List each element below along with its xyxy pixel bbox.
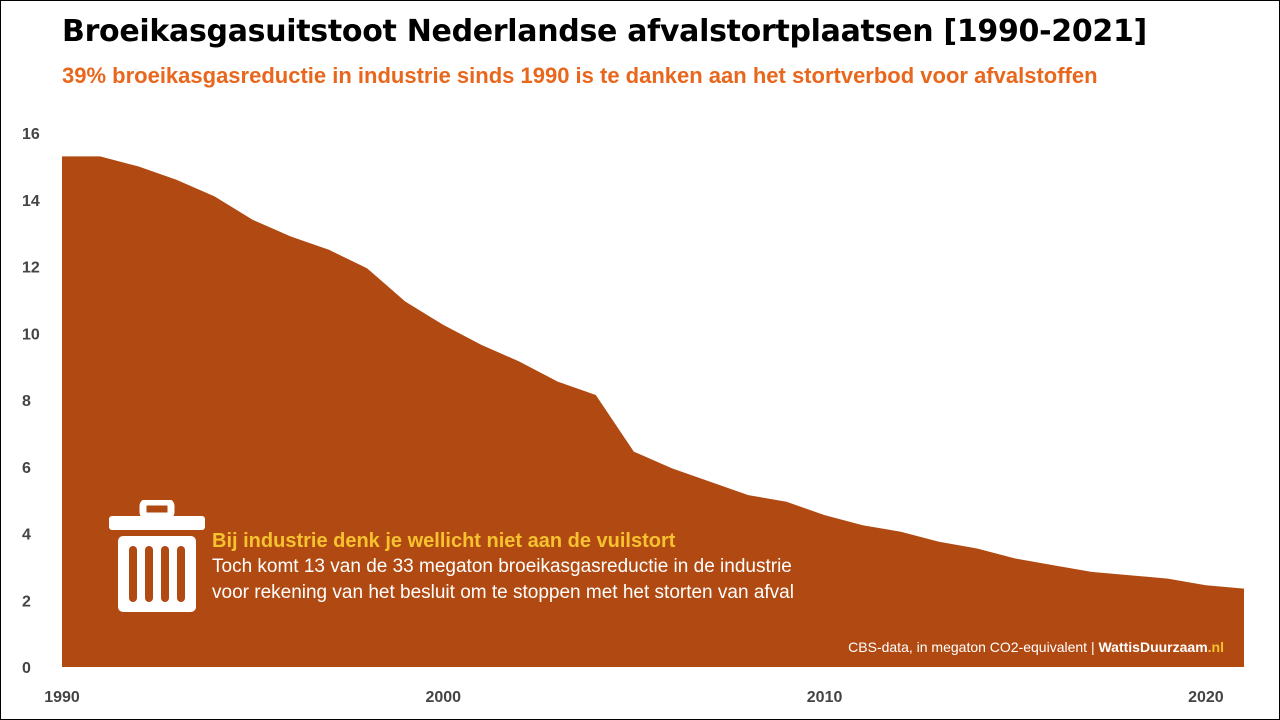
chart-subtitle: 39% broeikasgasreductie in industrie sin… [62, 63, 1098, 88]
y-tick-label: 14 [22, 193, 40, 210]
brand-logo-text: WattisDuurzaam [1098, 639, 1208, 655]
annotation-line-1: Toch komt 13 van de 33 megaton broeikasg… [212, 556, 792, 577]
brand-logo-suffix: .nl [1207, 639, 1224, 655]
y-tick-label: 8 [22, 393, 31, 410]
chart-title: Broeikasgasuitstoot Nederlandse afvalsto… [62, 14, 1147, 49]
y-tick-label: 2 [22, 593, 31, 610]
source-note: CBS-data, in megaton CO2-equivalent | Wa… [848, 639, 1224, 655]
area-series [62, 156, 1244, 667]
y-tick-label: 0 [22, 660, 31, 677]
annotation-line-2: voor rekening van het besluit om te stop… [212, 582, 794, 603]
x-tick-label: 2020 [1188, 689, 1224, 706]
x-tick-label: 1990 [44, 689, 80, 706]
y-tick-label: 6 [22, 460, 31, 477]
y-tick-label: 10 [22, 326, 40, 343]
annotation-heading: Bij industrie denk je wellicht niet aan … [212, 530, 676, 552]
source-text: CBS-data, in megaton CO2-equivalent | [848, 639, 1095, 655]
trash-can-icon [109, 500, 205, 612]
y-tick-label: 12 [22, 260, 40, 277]
y-tick-label: 4 [22, 527, 31, 544]
y-tick-label: 16 [22, 126, 40, 143]
x-tick-label: 2010 [807, 689, 843, 706]
annotation-box: Bij industrie denk je wellicht niet aan … [212, 530, 794, 605]
x-tick-label: 2000 [425, 689, 461, 706]
